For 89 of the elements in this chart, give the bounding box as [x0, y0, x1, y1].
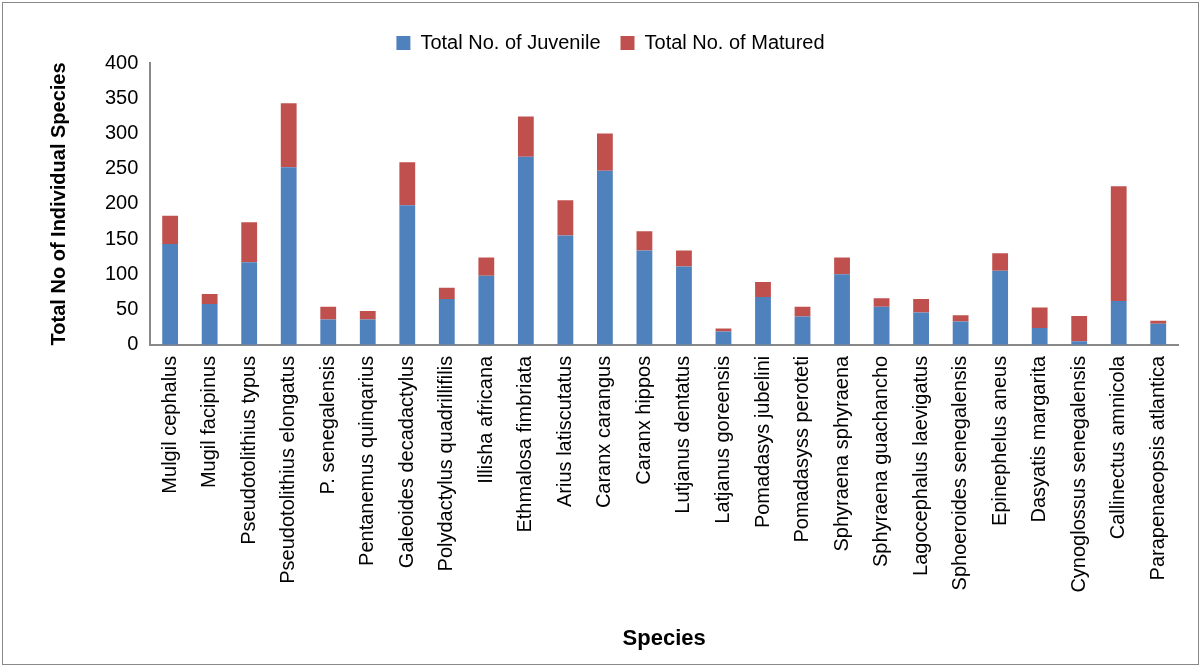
x-tick-label: Arius latiscutatus [552, 355, 575, 507]
bar [952, 315, 969, 322]
bar [478, 257, 495, 276]
x-tick-label: Sphyraena guachancho [869, 355, 892, 568]
bar [1150, 323, 1167, 345]
bar [1071, 315, 1088, 342]
bar [162, 215, 179, 245]
legend-label: Total No. of Matured [644, 30, 825, 53]
x-tick-label: Lutjanus dentatus [671, 355, 694, 514]
x-tick-label: Pentanemus quinqarius [355, 355, 378, 566]
bar [794, 316, 811, 345]
bar [992, 270, 1009, 345]
y-axis-title: Total No of Individual Species [46, 62, 69, 346]
x-tick-label: Pseudotolithius elongatus [276, 355, 299, 584]
y-tick-label: 0 [127, 332, 139, 355]
bar [359, 319, 376, 345]
bar [320, 319, 337, 345]
y-tick-label: 50 [116, 297, 139, 320]
bar [755, 282, 771, 297]
bar [280, 103, 297, 168]
x-tick-label: Parapenaeopsis atlantica [1145, 354, 1168, 581]
x-tick-label: Caranx carangus [592, 355, 615, 509]
x-tick-label: Lagocephalus laevigatus [908, 355, 931, 576]
y-tick-label: 200 [104, 191, 139, 214]
bar [399, 162, 416, 206]
y-tick-label: 100 [104, 261, 139, 284]
bar [557, 235, 574, 345]
bar [1110, 301, 1127, 345]
x-tick-label: Epinephelus aneus [987, 355, 1010, 526]
y-tick-label: 350 [104, 85, 139, 108]
legend-label: Total No. of Juvenile [420, 30, 601, 53]
x-tick-label: Galeoides decadactylus [394, 355, 417, 569]
bar [596, 170, 613, 345]
x-axis-title: Species [622, 624, 706, 650]
bar [201, 294, 218, 304]
y-tick-label: 250 [104, 156, 139, 179]
bar [438, 299, 455, 345]
bar [280, 167, 297, 345]
x-tick-label: Pseudotolithius typus [236, 355, 259, 545]
x-tick-label: Latjanus goreensis [710, 355, 733, 524]
bar [241, 262, 258, 345]
bar [517, 116, 534, 157]
bar [1031, 327, 1048, 345]
y-tick-label: 400 [104, 50, 139, 73]
x-tick-label: Caranx hippos [631, 355, 654, 485]
bar [636, 250, 653, 345]
bar [1110, 186, 1127, 302]
x-tick-label: Pomadasys jubelini [750, 355, 773, 529]
bar [952, 321, 969, 345]
x-tick-label: Sphyraena sphyraena [829, 354, 852, 552]
bar [676, 266, 692, 345]
x-tick-label: Illisha africana [473, 354, 496, 484]
bar [241, 222, 258, 263]
bar [1150, 320, 1167, 324]
bar [557, 200, 574, 236]
bar [399, 205, 416, 345]
bar [873, 306, 890, 345]
bar [320, 306, 337, 320]
x-tick-label: Sphoeroides senegalensis [948, 355, 971, 591]
bar [913, 312, 929, 345]
bar [438, 287, 455, 299]
x-tick-label: Cynoglossus senegalensis [1066, 355, 1089, 593]
bar [834, 274, 850, 345]
bar [596, 133, 613, 171]
bar [359, 310, 376, 320]
x-tick-label: Mulgil cephalus [157, 355, 180, 494]
x-tick-label: Callinectus amnicola [1106, 354, 1129, 540]
bar [1031, 307, 1048, 328]
x-tick-label: Ethmalosa fimbriata [513, 354, 536, 533]
bar [676, 250, 692, 267]
bar [478, 275, 495, 345]
bar [992, 253, 1009, 271]
bar [636, 231, 653, 251]
bar [873, 298, 890, 307]
bar [162, 244, 179, 345]
bar [755, 296, 771, 345]
bar [517, 156, 534, 345]
bar [913, 299, 929, 313]
y-tick-label: 150 [104, 226, 139, 249]
bar [715, 331, 732, 345]
y-tick-label: 300 [104, 120, 139, 143]
bar [201, 303, 218, 345]
x-tick-label: P. senegalensis [315, 355, 338, 495]
x-tick-label: Pomadasyss peroteti [790, 355, 813, 543]
bar [834, 257, 850, 275]
x-tick-label: Mugil facipinus [197, 355, 220, 489]
x-tick-label: Dasyatis margarita [1027, 354, 1050, 523]
bar [794, 306, 811, 317]
x-tick-label: Polydactylus quadrillifilis [434, 355, 457, 572]
